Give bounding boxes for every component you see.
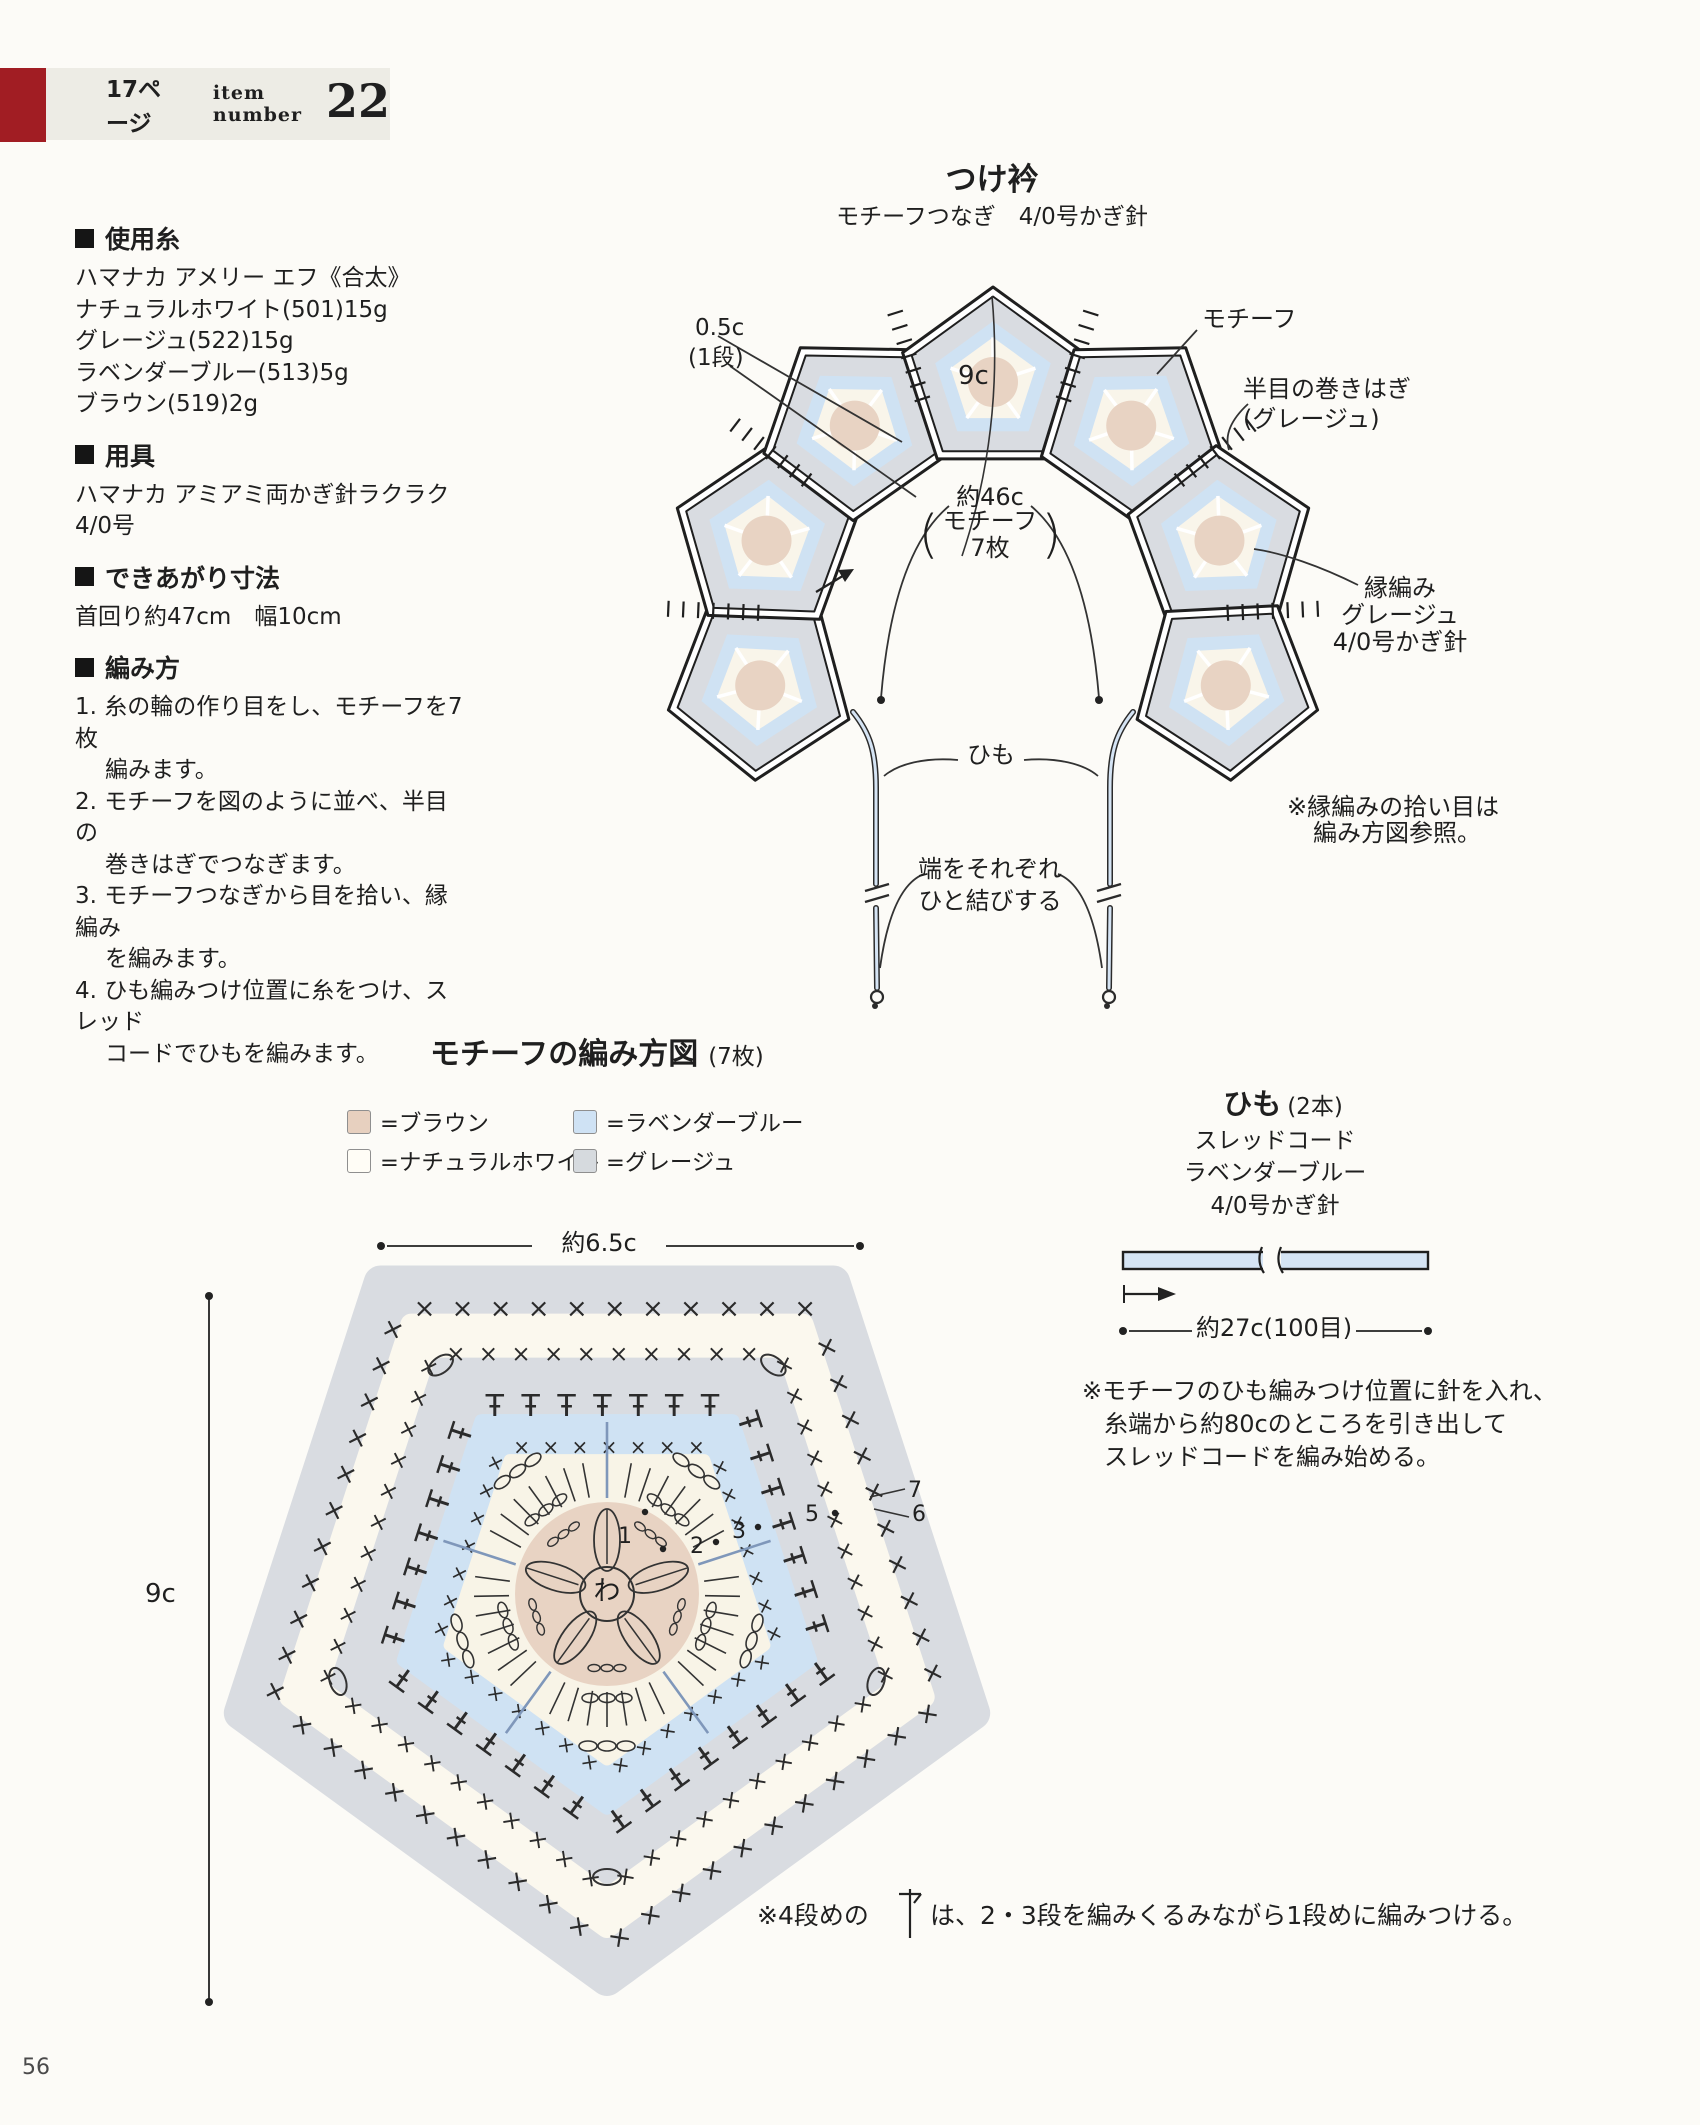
dc-join-symbol-icon xyxy=(895,1882,925,1946)
round4-note-pre: ※4段めの xyxy=(757,1901,869,1930)
legend-label-lavender: =ラベンダーブルー xyxy=(606,1111,804,1137)
square-bullet-icon xyxy=(75,228,94,248)
size-heading: できあがり寸法 xyxy=(105,563,281,593)
neck-count-line2: 7枚 xyxy=(970,534,1010,562)
edge-width-sub: (1段) xyxy=(688,345,744,371)
howto-step: 2. モチーフを図のように並べ、半目の xyxy=(75,788,448,847)
tools-line: 4/0号 xyxy=(75,513,136,539)
legend-label-brown: =ブラウン xyxy=(380,1111,489,1137)
item-number: 22 xyxy=(325,74,390,128)
section-heading-tools: 用具 xyxy=(75,437,465,473)
cord-line-2: ラベンダーブルー xyxy=(1183,1160,1367,1186)
cord-title: ひも (2本) xyxy=(1223,1087,1343,1121)
legend-label-greige: =グレージュ xyxy=(606,1150,736,1176)
square-bullet-icon xyxy=(75,657,94,677)
page-ref: 17ページ xyxy=(106,77,162,137)
item-number-label: item number xyxy=(212,82,303,126)
edging-callout-3: 4/0号かぎ針 xyxy=(1332,628,1468,656)
motif-chart-title: モチーフの編み方図 (7枚) xyxy=(430,1037,764,1073)
page-number: 56 xyxy=(22,2055,50,2080)
knot-note-2: ひと結びする xyxy=(918,887,1062,915)
motif-height-label: 9c xyxy=(145,1579,176,1609)
cord-callout: ひも xyxy=(967,741,1015,769)
round-number-2: 2 xyxy=(690,1534,704,1559)
legend-swatch-brown xyxy=(347,1110,371,1134)
howto-step: 巻きはぎでつなぎます。 xyxy=(105,851,356,878)
page-edge-mark xyxy=(0,68,46,142)
paren-close: ) xyxy=(1041,505,1062,565)
edging-note-2: 編み方図参照。 xyxy=(1313,819,1481,847)
motif-chart-title-sub: (7枚) xyxy=(708,1044,764,1070)
collar-title: つけ衿 xyxy=(945,162,1039,198)
round-number-7: 7 xyxy=(908,1478,922,1503)
yarn-line: ナチュラルホワイト(501)15g xyxy=(75,296,388,323)
yarn-heading: 使用糸 xyxy=(105,225,181,254)
howto-step: 編みます。 xyxy=(105,757,218,783)
round-number-5: 5 xyxy=(805,1502,819,1527)
cord-diagram xyxy=(1119,1246,1432,1335)
join-callout-sub: (グレージュ) xyxy=(1243,405,1380,433)
magic-ring-label: わ xyxy=(593,1576,621,1607)
yarn-line: グレージュ(522)15g xyxy=(75,328,294,354)
tools-line: ハマナカ アミアミ両かぎ針ラクラク xyxy=(75,481,450,508)
motif-chart-title-text: モチーフの編み方図 xyxy=(430,1037,699,1072)
cord-title-sub: (2本) xyxy=(1287,1094,1343,1120)
edging-note-1: ※縁編みの拾い目は xyxy=(1287,793,1500,821)
cord-note-3: スレッドコードを編み始める。 xyxy=(1104,1443,1440,1471)
cord-note-1: ※モチーフのひも編みつけ位置に針を入れ、 xyxy=(1082,1377,1557,1405)
tools-heading: 用具 xyxy=(105,441,156,471)
howto-heading: 編み方 xyxy=(105,654,181,683)
motif-height-label: 9c xyxy=(958,361,989,391)
knot-note-1: 端をそれぞれ xyxy=(918,855,1062,883)
size-line: 首回り約47cm 幅10cm xyxy=(75,603,342,630)
yarn-line: ブラウン(519)2g xyxy=(75,391,259,417)
motif-width-label: 約6.5c xyxy=(561,1229,637,1257)
howto-step: を編みます。 xyxy=(105,946,241,972)
neck-count-line1: モチーフ xyxy=(942,507,1038,535)
legend-label-white: =ナチュラルホワイト xyxy=(380,1150,602,1176)
yarn-line: ハマナカ アメリー エフ《合太》 xyxy=(75,265,411,291)
howto-step: 4. ひも編みつけ位置に糸をつけ、スレッド xyxy=(75,977,449,1036)
collar-diagram xyxy=(666,285,1359,1009)
neck-count: ( モチーフ 7枚 ) xyxy=(918,508,1061,562)
square-bullet-icon xyxy=(75,445,94,464)
section-heading-howto: 編み方 xyxy=(75,649,465,685)
info-column: 使用糸 ハマナカ アメリー エフ《合太》 ナチュラルホワイト(501)15g グ… xyxy=(75,220,465,1070)
cord-line-3: 4/0号かぎ針 xyxy=(1210,1193,1340,1219)
header-tab: 17ページ item number 22 xyxy=(46,68,390,140)
neck-length-label: 約46c xyxy=(956,483,1024,511)
round-number-6: 6 xyxy=(912,1502,926,1527)
edge-width-label: 0.5c xyxy=(695,315,745,341)
motif-callout: モチーフ xyxy=(1202,305,1297,333)
edging-callout-1: 縁編み xyxy=(1364,574,1436,602)
yarn-line: ラベンダーブルー(513)5g xyxy=(75,359,349,386)
collar-subtitle: モチーフつなぎ 4/0号かぎ針 xyxy=(836,204,1148,230)
round4-note-post: は、2・3段を編みくるみながら1段めに編みつける。 xyxy=(930,1901,1528,1930)
paren-open: ( xyxy=(918,505,939,565)
square-bullet-icon xyxy=(75,567,94,586)
legend-swatch-lavender xyxy=(573,1110,597,1134)
legend-swatch-greige xyxy=(573,1149,597,1173)
cord-length-label: 約27c(100目) xyxy=(1195,1314,1353,1342)
cord-line-1: スレッドコード xyxy=(1194,1128,1356,1154)
howto-step: コードでひもを編みます。 xyxy=(105,1040,379,1067)
cord-note-2: 糸端から約80cのところを引き出して xyxy=(1104,1410,1508,1438)
howto-step: 1. 糸の輪の作り目をし、モチーフを7枚 xyxy=(75,694,463,752)
section-heading-yarn: 使用糸 xyxy=(75,220,465,256)
cord-title-text: ひも xyxy=(1223,1087,1282,1121)
join-callout: 半目の巻きはぎ xyxy=(1243,375,1411,403)
edging-callout-2: グレージュ xyxy=(1341,601,1459,629)
legend-swatch-white xyxy=(347,1149,371,1173)
howto-step: 3. モチーフつなぎから目を拾い、縁編み xyxy=(75,883,448,941)
round-number-3: 3 xyxy=(732,1519,746,1544)
section-heading-size: できあがり寸法 xyxy=(75,559,465,595)
round-number-1: 1 xyxy=(618,1524,632,1549)
